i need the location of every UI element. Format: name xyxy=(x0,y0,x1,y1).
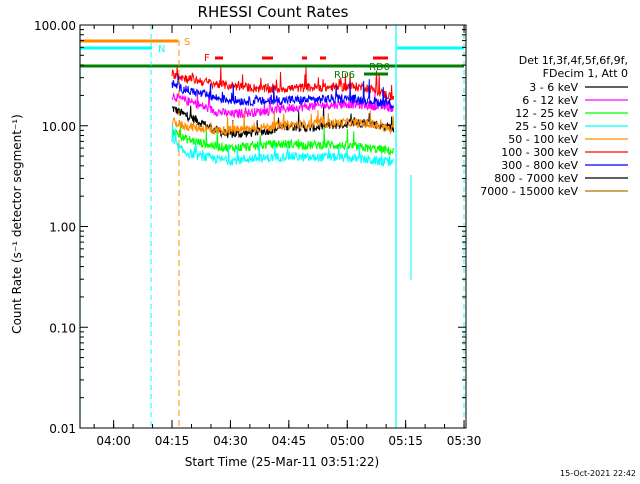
x-tick-label: 05:15 xyxy=(388,434,423,448)
x-axis-label-date: 25-Mar-11 03:51:22 xyxy=(256,455,375,469)
state-label-rd6: RD6 xyxy=(334,70,355,81)
y-axis-label: Count Rate (s⁻¹ detector segment⁻¹) xyxy=(10,114,24,334)
y-tick-label: 10.00 xyxy=(42,120,76,134)
series-line-6 xyxy=(171,64,395,101)
state-label-rd0: RD0 xyxy=(369,62,390,73)
legend-label: 7000 - 15000 keV xyxy=(480,185,578,198)
series-line-7 xyxy=(171,73,395,110)
x-tick-label: 04:45 xyxy=(272,434,307,448)
y-tick-label: 0.10 xyxy=(49,321,76,335)
x-tick-label: 04:15 xyxy=(155,434,190,448)
state-bars-group: N S F RD6 RD0 xyxy=(79,25,465,428)
legend-header-line2: FDecim 1, Att 0 xyxy=(543,67,628,80)
legend-label: 300 - 800 keV xyxy=(501,159,578,172)
x-tick-label: 04:30 xyxy=(213,434,248,448)
y-axis-group: 0.01 0.10 1.00 10.00 100.00 xyxy=(34,19,466,436)
series-line-3 xyxy=(171,124,395,156)
footer-timestamp: 15-Oct-2021 22:42 xyxy=(560,469,636,478)
x-axis-label-suffix: ) xyxy=(375,455,380,469)
y-tick-label: 0.01 xyxy=(49,422,76,436)
x-tick-label: 05:30 xyxy=(447,434,482,448)
legend-header-line1: Det 1f,3f,4f,5f,6f,9f, xyxy=(519,54,628,67)
y-tick-label: 1.00 xyxy=(49,221,76,235)
x-tick-label: 05:00 xyxy=(330,434,365,448)
x-tick-label: 04:00 xyxy=(96,434,131,448)
series-line-5 xyxy=(171,109,395,137)
x-axis-group: 04:00 04:15 04:30 04:45 05:00 05:15 05:30 xyxy=(93,25,482,448)
y-tick-label: 100.00 xyxy=(34,19,76,33)
series-line-4 xyxy=(171,123,395,167)
legend-label: 50 - 100 keV xyxy=(508,133,578,146)
legend-label: 800 - 7000 keV xyxy=(494,172,578,185)
state-label-f: F xyxy=(204,53,210,64)
legend-label: 12 - 25 keV xyxy=(515,107,578,120)
legend-label: 100 - 300 keV xyxy=(501,146,578,159)
chart-title: RHESSI Count Rates xyxy=(198,3,349,21)
legend-label: 6 - 12 keV xyxy=(522,94,578,107)
legend-label: 3 - 6 keV xyxy=(529,81,578,94)
state-label-s: S xyxy=(184,37,190,48)
legend-label: 25 - 50 keV xyxy=(515,120,578,133)
x-axis-label-prefix: Start Time ( xyxy=(185,455,256,469)
x-axis-label: Start Time (25-Mar-11 03:51:22) xyxy=(185,455,379,469)
series-group xyxy=(171,64,395,167)
state-label-n: N xyxy=(158,44,165,55)
